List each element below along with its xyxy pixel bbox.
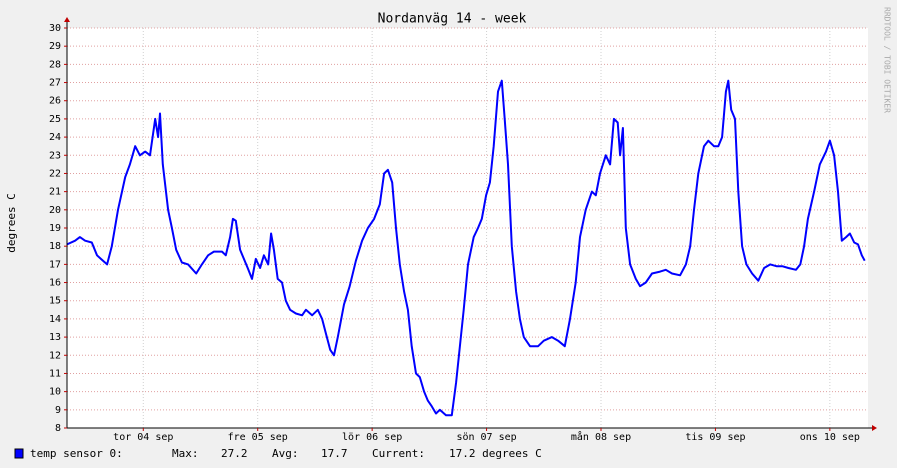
- x-tick-label: ons 10 sep: [800, 432, 860, 443]
- plot: [66, 79, 866, 417]
- y-tick-label: 9: [55, 405, 61, 416]
- y-tick-label: 8: [55, 423, 61, 434]
- y-tick-label: 23: [49, 150, 61, 161]
- legend-current: 17.2 degrees C: [449, 447, 542, 460]
- x-tick-label: lör 06 sep: [342, 432, 402, 443]
- y-tick-label: 30: [49, 23, 61, 34]
- x-arrow: [872, 425, 877, 431]
- grid: [67, 27, 868, 429]
- y-tick-label: 29: [49, 41, 61, 52]
- y-tick-label: 26: [49, 96, 61, 107]
- y-tick-label: 16: [49, 278, 61, 289]
- y-tick-label: 10: [49, 387, 61, 398]
- y-tick-label: 28: [49, 59, 61, 70]
- y-tick-label: 15: [49, 296, 61, 307]
- x-tick-label: mån 08 sep: [571, 430, 631, 443]
- watermark: RRDTOOL / TOBI OETIKER: [883, 7, 892, 113]
- plot-area: [67, 28, 868, 428]
- y-tick-label: 27: [49, 78, 61, 89]
- x-tick-label: tor 04 sep: [113, 432, 173, 443]
- y-axis-label: degrees C: [5, 193, 18, 253]
- y-tick-label: 14: [49, 314, 61, 325]
- legend-max-label: Max:: [172, 447, 199, 460]
- x-tick-label: fre 05 sep: [228, 432, 288, 443]
- line-series: [66, 79, 866, 417]
- y-arrow: [64, 17, 70, 22]
- y-tick-label: 13: [49, 332, 61, 343]
- legend-current-label: Current:: [372, 447, 425, 460]
- y-tick-label: 25: [49, 114, 61, 125]
- legend-avg-label: Avg:: [272, 447, 299, 460]
- y-tick-label: 24: [49, 132, 61, 143]
- y-tick-label: 21: [49, 187, 61, 198]
- legend-swatch: [14, 448, 24, 459]
- y-tick-label: 20: [49, 205, 61, 216]
- y-tick-label: 12: [49, 350, 61, 361]
- y-tick-label: 17: [49, 259, 61, 270]
- x-tick-label: tis 09 sep: [685, 432, 745, 443]
- y-tick-label: 18: [49, 241, 61, 252]
- legend-max: 27.2: [221, 447, 248, 460]
- y-tick-label: 19: [49, 223, 61, 234]
- legend-avg: 17.7: [321, 447, 348, 460]
- y-tick-label: 11: [49, 368, 61, 379]
- chart-title: Nordanväg 14 - week: [378, 12, 527, 27]
- legend-label: temp sensor 0:: [30, 447, 123, 460]
- x-tick-label: sön 07 sep: [456, 432, 516, 443]
- y-tick-label: 22: [49, 168, 61, 179]
